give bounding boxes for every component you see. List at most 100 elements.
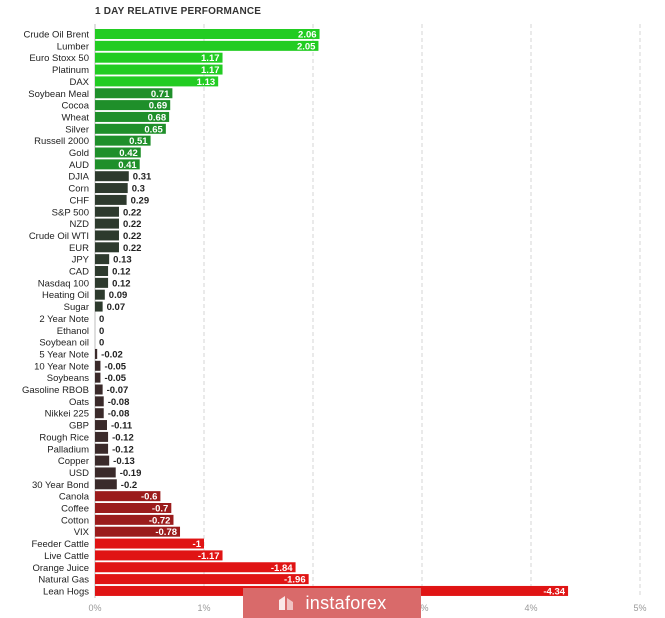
category-label: Wheat [62, 112, 90, 123]
performance-bar[interactable] [95, 467, 116, 478]
value-label: 0.13 [113, 255, 132, 266]
category-label: DJIA [68, 172, 89, 183]
performance-bar[interactable] [95, 254, 110, 265]
category-label: Lumber [57, 41, 89, 52]
performance-bar[interactable] [95, 360, 101, 371]
value-label: -0.6 [141, 492, 157, 503]
performance-bar[interactable] [95, 218, 119, 229]
performance-bar[interactable] [95, 550, 223, 561]
value-label: -1 [193, 539, 202, 550]
value-label: -1.17 [198, 551, 220, 562]
performance-bar[interactable] [95, 242, 119, 253]
category-label: Ethanol [57, 326, 89, 337]
value-label: 0.3 [132, 184, 145, 195]
category-label: Feeder Cattle [31, 539, 89, 550]
category-label: CHF [69, 195, 89, 206]
category-label: DAX [69, 77, 89, 88]
value-label: 0.22 [123, 207, 142, 218]
performance-bar[interactable] [95, 455, 110, 466]
value-label: -0.13 [113, 456, 135, 467]
performance-bar[interactable] [95, 408, 104, 419]
performance-bar[interactable] [95, 479, 117, 490]
value-label: 1.17 [201, 53, 220, 64]
category-label: Crude Oil Brent [24, 30, 90, 41]
performance-bar[interactable] [95, 40, 319, 51]
value-label: 0.22 [123, 231, 142, 242]
x-tick-label: 1% [197, 603, 210, 613]
performance-bar[interactable] [95, 147, 141, 158]
category-label: EUR [69, 243, 89, 254]
category-label: Soybean Meal [28, 89, 89, 100]
category-label: USD [69, 468, 89, 479]
x-tick-label: 3% [415, 603, 428, 613]
performance-bar[interactable] [95, 206, 119, 217]
performance-bar[interactable] [95, 277, 109, 288]
performance-bar[interactable] [95, 420, 107, 431]
performance-bar[interactable] [95, 123, 166, 134]
value-label: 0.42 [119, 148, 138, 159]
value-label: 0.22 [123, 243, 142, 254]
category-label: Cocoa [62, 101, 90, 112]
performance-bar[interactable] [95, 503, 172, 513]
performance-bar[interactable] [95, 348, 98, 359]
performance-bar[interactable] [95, 562, 296, 573]
category-label: Soybean oil [39, 338, 89, 349]
value-label: 2.05 [297, 41, 316, 52]
value-label: 2.06 [298, 30, 317, 41]
performance-bar[interactable] [95, 159, 140, 170]
performance-bar[interactable] [95, 171, 129, 182]
performance-bar[interactable] [95, 372, 101, 383]
value-label: -0.08 [108, 397, 130, 408]
value-label: 1.13 [197, 77, 216, 88]
performance-bar[interactable] [95, 574, 309, 585]
value-label: -4.34 [543, 586, 565, 597]
x-tick-label: 0% [88, 603, 101, 613]
performance-bar[interactable] [95, 100, 171, 111]
performance-bar[interactable] [95, 111, 170, 122]
performance-bar[interactable] [95, 230, 119, 241]
value-label: 0.69 [149, 101, 168, 112]
value-label: 0 [99, 326, 104, 337]
performance-bar[interactable] [95, 526, 181, 537]
category-label: AUD [69, 160, 89, 171]
performance-bar[interactable] [95, 431, 109, 442]
performance-bar[interactable] [95, 64, 223, 75]
performance-bar[interactable] [95, 183, 128, 194]
performance-bar[interactable] [95, 194, 127, 205]
performance-bar[interactable] [95, 52, 223, 63]
performance-bar[interactable] [95, 443, 109, 454]
value-label: 0.68 [148, 112, 167, 123]
performance-bar[interactable] [95, 289, 105, 300]
performance-bar[interactable] [95, 29, 320, 39]
performance-bar[interactable] [95, 301, 103, 312]
category-label: Coffee [61, 504, 89, 515]
value-label: 0.71 [151, 89, 170, 100]
value-label: -0.05 [104, 361, 126, 372]
performance-bar[interactable] [95, 396, 104, 407]
category-label: 10 Year Note [34, 361, 89, 372]
value-label: -0.12 [112, 444, 134, 455]
category-label: Live Cattle [44, 551, 89, 562]
category-label: Gold [69, 148, 89, 159]
value-label: -0.72 [149, 515, 171, 526]
performance-bar[interactable] [95, 384, 103, 395]
category-label: 5 Year Note [39, 349, 89, 360]
value-label: -0.08 [108, 409, 130, 420]
performance-bar[interactable] [95, 491, 161, 502]
performance-bar[interactable] [95, 88, 173, 99]
value-label: 0.22 [123, 219, 142, 230]
performance-bar[interactable] [95, 76, 219, 87]
category-label: Copper [58, 456, 89, 467]
value-label: 0.07 [107, 302, 126, 313]
performance-bar[interactable] [95, 135, 151, 146]
performance-bar[interactable] [95, 266, 109, 276]
x-tick-label: 5% [633, 603, 646, 613]
value-label: -0.02 [101, 349, 123, 360]
category-label: Soybeans [47, 373, 90, 384]
value-label: -0.05 [104, 373, 126, 384]
value-label: 1.17 [201, 65, 220, 76]
performance-bar[interactable] [95, 514, 174, 525]
category-label: Lean Hogs [43, 586, 89, 597]
performance-bar[interactable] [95, 538, 204, 549]
